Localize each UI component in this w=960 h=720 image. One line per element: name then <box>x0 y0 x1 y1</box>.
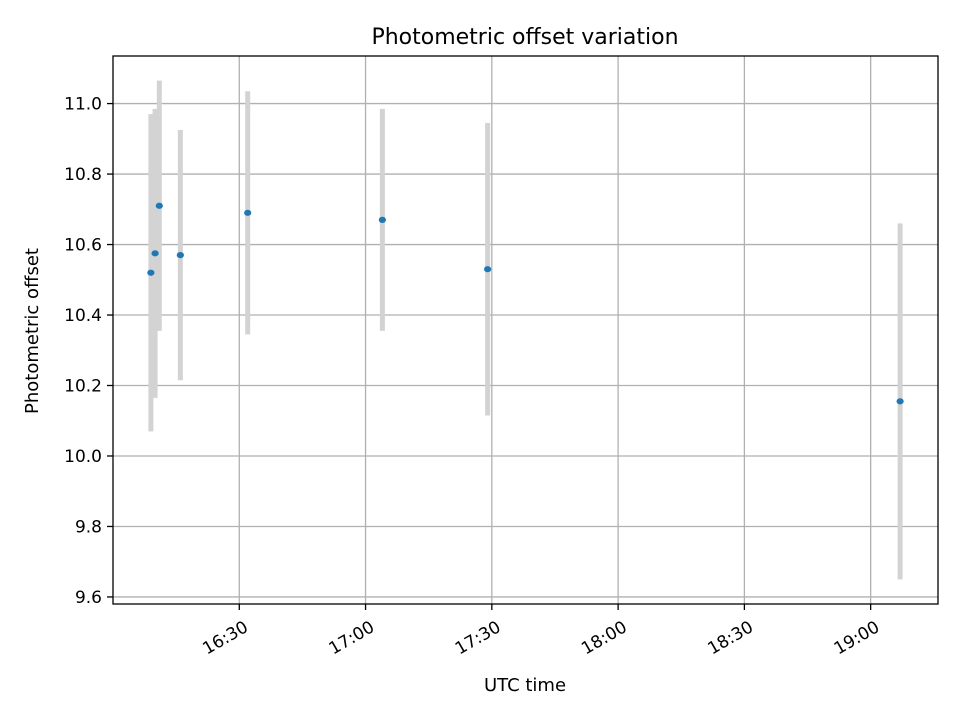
y-tick-label: 9.6 <box>75 588 102 608</box>
y-tick-label: 10.6 <box>64 236 102 256</box>
y-tick-label: 9.8 <box>75 517 102 537</box>
x-axis-label: UTC time <box>484 675 566 696</box>
data-point <box>896 398 904 405</box>
data-point <box>244 209 252 216</box>
y-tick-label: 10.2 <box>64 377 102 397</box>
data-point <box>484 266 492 273</box>
y-tick-label: 10.4 <box>64 306 102 326</box>
data-point <box>176 252 184 259</box>
data-point <box>151 250 159 257</box>
y-axis-label: Photometric offset <box>22 248 43 414</box>
y-tick-label: 11.0 <box>64 95 102 115</box>
data-point <box>378 216 386 223</box>
y-tick-label: 10.0 <box>64 447 102 467</box>
chart-title: Photometric offset variation <box>371 25 678 50</box>
plot-frame <box>112 55 939 605</box>
y-tick-label: 10.8 <box>64 165 102 185</box>
data-point <box>155 202 163 209</box>
grid-lines <box>113 56 938 604</box>
data-points <box>147 202 904 405</box>
data-point <box>147 269 155 276</box>
